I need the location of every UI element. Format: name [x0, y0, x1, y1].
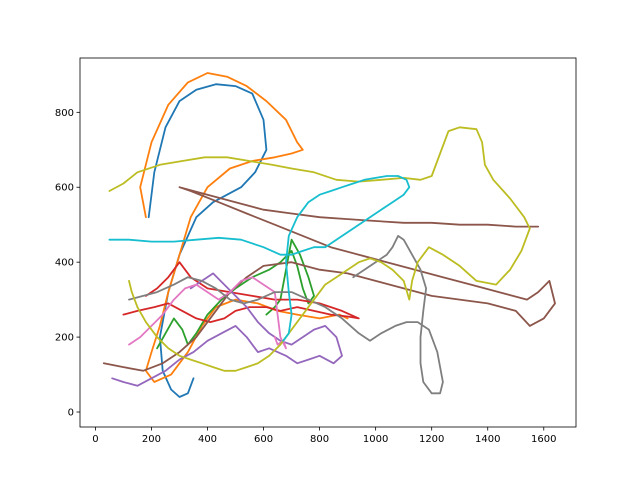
y-tick-label: 0	[68, 408, 74, 419]
x-tick-label: 200	[142, 434, 161, 445]
series-line-9	[108, 126, 531, 372]
series-line-4	[122, 261, 360, 323]
series-layer	[102, 72, 556, 398]
series-line-7	[128, 276, 287, 350]
x-tick-label: 400	[198, 434, 217, 445]
x-tick-label: 1200	[419, 434, 444, 445]
x-tick-label: 0	[92, 434, 98, 445]
y-tick-label: 200	[55, 333, 74, 344]
x-tick-label: 1600	[531, 434, 556, 445]
x-tick-label: 800	[310, 434, 329, 445]
y-axis: 0 200 400 600 800	[55, 108, 80, 419]
series-line-2	[139, 72, 349, 383]
y-tick-label: 800	[55, 108, 74, 119]
y-tick-label: 600	[55, 183, 74, 194]
x-tick-label: 600	[254, 434, 273, 445]
x-tick-label: 1400	[475, 434, 500, 445]
x-tick-label: 1000	[363, 434, 388, 445]
series-line-10	[108, 175, 411, 342]
x-axis: 0 200 400 600 800 1000 1200 1400 1600	[92, 427, 557, 445]
series-line-8	[128, 235, 444, 395]
y-tick-label: 400	[55, 258, 74, 269]
series-line-6	[102, 186, 556, 372]
plot-frame	[79, 57, 577, 428]
